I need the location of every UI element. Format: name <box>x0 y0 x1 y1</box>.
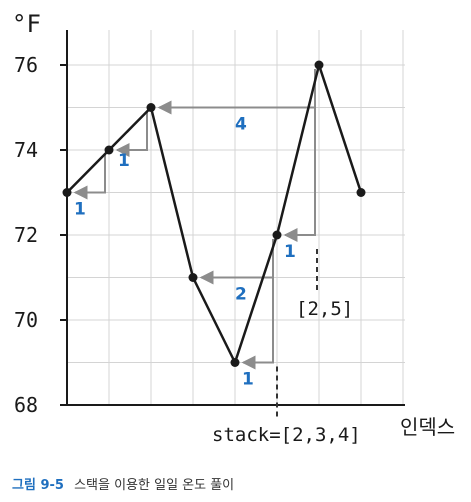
y-axis-label: °F <box>12 10 41 38</box>
x-axis-label: 인덱스 <box>400 415 455 439</box>
y-tick-label: 72 <box>14 223 38 247</box>
figure-number: 그림 9-5 <box>12 478 64 493</box>
annotation-arrow <box>283 69 316 242</box>
series-line <box>66 63 363 364</box>
y-tick-label: 70 <box>14 308 38 332</box>
data-point <box>272 230 282 240</box>
data-point <box>230 358 240 367</box>
temperature-line <box>66 63 363 364</box>
stack-label-pending: [2,5] <box>296 298 353 320</box>
data-point <box>314 60 324 70</box>
data-point <box>146 103 156 112</box>
annotation-arrows <box>73 69 316 370</box>
annotation-label: 2 <box>235 285 247 305</box>
figure-title: 스택을 이용한 일일 온도 풀이 <box>74 478 235 493</box>
annotation-label: 1 <box>284 242 296 262</box>
axes <box>66 30 405 406</box>
figure-caption: 그림 9-5 스택을 이용한 일일 온도 풀이 <box>12 474 234 493</box>
annotation-label: 1 <box>118 151 130 171</box>
annotation-arrow <box>199 239 274 285</box>
stack-dash-lines <box>276 249 318 418</box>
y-tick-label: 68 <box>14 393 38 417</box>
annotation-labels: 1 1 4 2 1 1 <box>74 115 296 390</box>
annotation-arrow <box>115 111 148 157</box>
data-point <box>62 188 72 197</box>
y-tick-label: 76 <box>14 53 38 77</box>
annotation-label: 1 <box>242 370 254 390</box>
data-point <box>188 273 198 282</box>
annotation-arrow <box>241 239 274 370</box>
temperature-chart: 68 70 72 74 76 °F 인덱스 1 1 4 2 1 1 [2,5] stack=[2,… <box>12 10 455 446</box>
y-tick-label: 74 <box>14 138 38 162</box>
data-point <box>356 188 366 197</box>
data-point <box>104 145 114 155</box>
annotation-label: 4 <box>235 115 247 135</box>
annotation-arrow <box>73 154 106 200</box>
grid-lines <box>66 30 405 406</box>
stack-label-final: stack=[2,3,4] <box>212 424 361 446</box>
data-points <box>62 60 366 367</box>
y-tick-labels: 68 70 72 74 76 <box>14 53 67 417</box>
annotation-arrow <box>157 69 316 115</box>
annotation-label: 1 <box>74 200 86 220</box>
